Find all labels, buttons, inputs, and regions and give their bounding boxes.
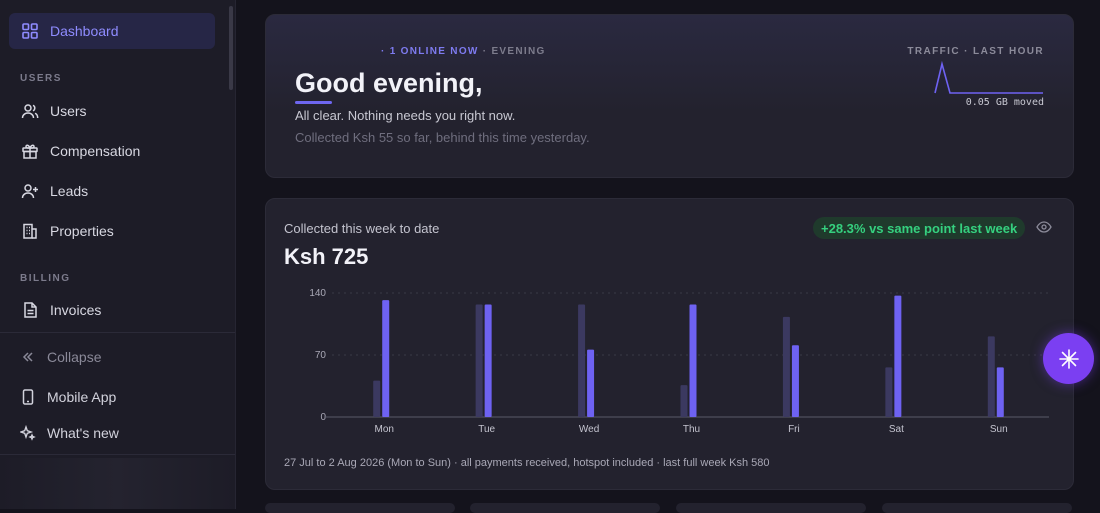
bar-previous-week <box>475 304 483 417</box>
sidebar-item-label: Invoices <box>50 302 102 318</box>
bar-this-week <box>689 304 697 417</box>
bar-previous-week <box>782 316 790 417</box>
change-badge: +28.3% vs same point last week <box>813 217 1026 239</box>
bar-previous-week <box>987 336 995 417</box>
next-card-stub <box>882 503 1072 513</box>
bar-previous-week <box>578 304 586 417</box>
sidebar-item-properties[interactable]: Properties <box>9 213 215 249</box>
sidebar-item-label: Leads <box>50 183 89 199</box>
gift-icon <box>20 141 40 161</box>
section-label-billing: BILLING <box>20 273 71 284</box>
assistant-fab-button[interactable] <box>1043 333 1094 384</box>
sidebar-divider <box>0 332 235 333</box>
sparkle-icon <box>1058 348 1079 369</box>
next-card-stub <box>676 503 866 513</box>
online-status: · 1 ONLINE NOW · EVENING <box>381 46 546 57</box>
week-footnote: 27 Jul to 2 Aug 2026 (Mon to Sun) · all … <box>284 457 770 469</box>
sidebar-item-compensation[interactable]: Compensation <box>9 133 215 169</box>
sidebar-item-label: Users <box>50 103 87 119</box>
sidebar-item-invoices[interactable]: Invoices <box>9 292 215 328</box>
collected-note: Collected Ksh 55 so far, behind this tim… <box>295 130 590 145</box>
bar-this-week <box>996 367 1004 417</box>
bar-previous-week <box>373 380 381 417</box>
sidebar-scrollbar[interactable] <box>229 6 233 90</box>
bar-this-week <box>484 304 492 417</box>
user-profile-area[interactable] <box>0 458 235 509</box>
bar-previous-week <box>885 367 893 417</box>
greeting-underline <box>295 101 332 104</box>
weekly-bar-chart: 140 70 0 Mon Tue Wed Thu Fri Sat Sun <box>309 288 1049 435</box>
y-tick-label: 70 <box>315 350 327 361</box>
mobile-app-label: Mobile App <box>47 389 117 405</box>
eye-icon[interactable] <box>1036 221 1052 233</box>
sidebar-item-label: Properties <box>50 223 114 239</box>
traffic-label: TRAFFIC · LAST HOUR <box>907 46 1044 57</box>
sidebar: Dashboard USERS Users Compensation Leads… <box>0 0 236 509</box>
next-card-stub <box>470 503 660 513</box>
weekly-collection-card: Collected this week to date Ksh 725 +28.… <box>265 198 1074 490</box>
chevrons-left-icon <box>19 348 37 366</box>
next-card-stub <box>265 503 455 513</box>
file-icon <box>20 300 40 320</box>
x-tick-label: Sun <box>990 424 1008 435</box>
week-total: Ksh 725 <box>284 244 369 269</box>
greeting-title: Good evening, <box>295 68 483 98</box>
whats-new-label: What's new <box>47 425 119 441</box>
collapse-button[interactable]: Collapse <box>10 342 101 372</box>
bar-this-week <box>587 349 595 417</box>
sidebar-item-users[interactable]: Users <box>9 93 215 129</box>
x-tick-label: Mon <box>374 424 393 435</box>
dashboard-icon <box>20 21 40 41</box>
mobile-app-button[interactable]: Mobile App <box>10 382 116 412</box>
bar-this-week <box>791 345 799 417</box>
sparkles-icon <box>19 424 37 442</box>
x-tick-label: Sat <box>889 424 904 435</box>
sidebar-divider <box>0 454 235 455</box>
time-period: · EVENING <box>482 46 546 57</box>
traffic-sparkline <box>934 60 1043 94</box>
whats-new-button[interactable]: What's new <box>10 418 119 448</box>
x-tick-label: Fri <box>788 424 800 435</box>
online-count: · 1 ONLINE NOW <box>381 46 479 57</box>
users-icon <box>20 101 40 121</box>
bar-this-week <box>382 300 390 417</box>
x-tick-label: Thu <box>683 424 700 435</box>
sidebar-item-label: Compensation <box>50 143 141 159</box>
bar-this-week <box>894 295 902 417</box>
y-tick-label: 140 <box>309 288 326 299</box>
collapse-label: Collapse <box>47 349 102 365</box>
sidebar-item-leads[interactable]: Leads <box>9 173 215 209</box>
y-tick-label: 0 <box>320 412 326 423</box>
week-label: Collected this week to date <box>284 221 440 236</box>
greeting-card: · 1 ONLINE NOW · EVENING Good evening, A… <box>265 14 1074 178</box>
building-icon <box>20 221 40 241</box>
phone-icon <box>19 388 37 406</box>
sidebar-item-dashboard[interactable]: Dashboard <box>9 13 215 49</box>
section-label-users: USERS <box>20 73 62 84</box>
greeting-subtitle: All clear. Nothing needs you right now. <box>295 108 516 123</box>
traffic-value: 0.05 GB moved <box>965 97 1044 108</box>
user-plus-icon <box>20 181 40 201</box>
x-tick-label: Tue <box>478 424 495 435</box>
x-tick-label: Wed <box>579 424 599 435</box>
bar-previous-week <box>680 385 688 417</box>
sidebar-item-label: Dashboard <box>50 23 119 39</box>
